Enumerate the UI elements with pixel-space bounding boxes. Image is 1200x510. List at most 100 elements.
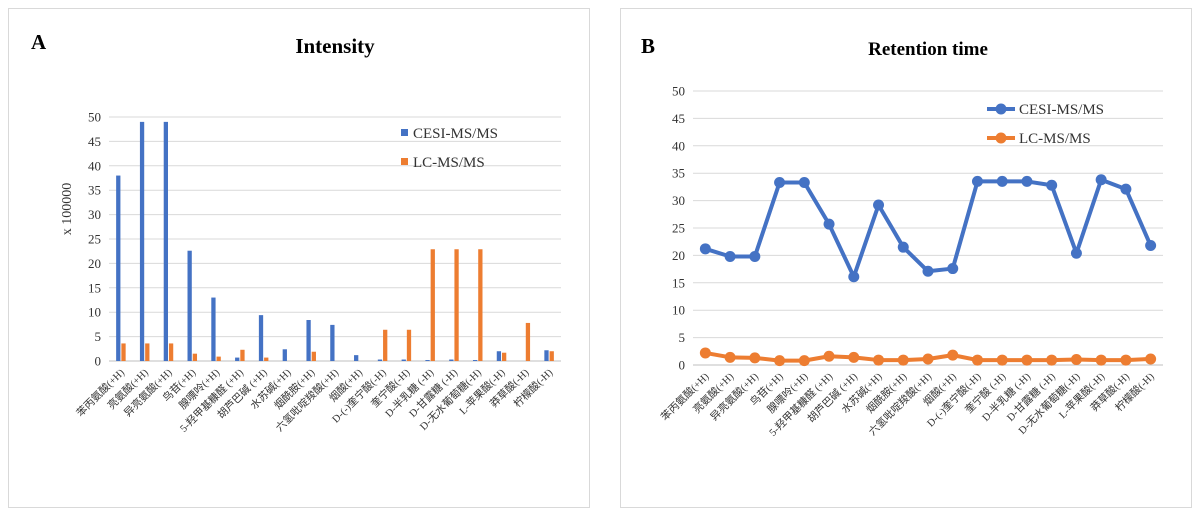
data-point-cesi xyxy=(873,199,885,211)
data-point-lc xyxy=(699,347,711,359)
bar-lc xyxy=(502,352,507,361)
bar-cesi xyxy=(377,359,383,361)
bar-cesi xyxy=(187,250,192,361)
bar-lc xyxy=(549,351,554,361)
y-tick-label: 25 xyxy=(672,221,685,236)
chart-title: Intensity xyxy=(295,34,375,58)
data-point-cesi xyxy=(1021,175,1033,187)
data-point-cesi xyxy=(724,250,736,262)
data-point-lc xyxy=(749,352,761,364)
bar-cesi xyxy=(354,355,359,361)
bar-cesi xyxy=(306,320,311,361)
legend-label: LC-MS/MS xyxy=(1019,131,1091,147)
legend-swatch xyxy=(401,158,408,165)
bar-lc xyxy=(216,356,221,361)
y-tick-label: 45 xyxy=(672,111,685,126)
bar-cesi xyxy=(163,121,168,361)
data-point-lc xyxy=(1046,354,1058,366)
y-tick-label: 10 xyxy=(88,305,101,320)
data-point-cesi xyxy=(1070,247,1082,259)
y-tick-label: 5 xyxy=(95,329,102,344)
y-tick-label: 25 xyxy=(88,232,101,247)
bar-lc xyxy=(145,343,150,361)
data-point-cesi xyxy=(823,218,835,230)
data-point-lc xyxy=(1095,354,1107,366)
chart-panel-b: B Retention time 0 5 10 15 20 25 30 35 40 45 50 苯丙氨酸(… xyxy=(620,8,1192,508)
bar-lc xyxy=(121,343,126,361)
bar-lc xyxy=(383,329,388,361)
bar-lc xyxy=(430,249,435,361)
bar-cesi xyxy=(544,350,549,361)
data-point-cesi xyxy=(1120,183,1132,195)
data-point-cesi xyxy=(1046,179,1058,191)
y-tick-label: 35 xyxy=(672,166,685,181)
bar-lc xyxy=(192,353,198,361)
bar-lc xyxy=(478,249,483,361)
data-point-lc xyxy=(947,349,959,361)
data-point-lc xyxy=(1120,354,1132,366)
y-tick-label: 40 xyxy=(672,138,685,153)
y-tick-label: 30 xyxy=(672,193,685,208)
y-tick-label: 10 xyxy=(672,303,685,318)
y-tick-label: 15 xyxy=(88,280,101,295)
data-point-cesi xyxy=(922,265,934,277)
data-point-cesi xyxy=(897,241,909,253)
data-point-lc xyxy=(848,351,860,363)
bar-lc xyxy=(240,349,245,361)
bar-cesi xyxy=(116,175,121,361)
bar-cesi xyxy=(472,360,478,361)
data-point-lc xyxy=(1145,353,1157,365)
legend-label: LC-MS/MS xyxy=(413,155,485,171)
y-tick-label: 20 xyxy=(672,248,685,263)
data-point-lc xyxy=(971,354,983,366)
legend-swatch xyxy=(401,129,408,136)
bar-lc xyxy=(406,329,412,361)
bar-lc xyxy=(264,357,269,361)
data-point-cesi xyxy=(1095,174,1107,186)
chart-panel-a: A Intensity x 100000 0 5 10 15 20 25 30 35 40 45 50 苯丙… xyxy=(8,8,590,508)
y-tick-label: 15 xyxy=(672,275,685,290)
data-point-cesi xyxy=(749,250,761,262)
bar-lc xyxy=(311,351,316,361)
data-point-cesi xyxy=(971,175,983,187)
panel-letter: A xyxy=(31,30,47,54)
bar-cesi xyxy=(211,297,216,361)
data-point-lc xyxy=(922,353,934,365)
y-tick-label: 50 xyxy=(672,84,685,99)
bar-cesi xyxy=(401,359,406,361)
bar-cesi xyxy=(139,121,145,361)
data-point-cesi xyxy=(1145,240,1157,252)
y-tick-label: 35 xyxy=(88,183,101,198)
data-point-cesi xyxy=(699,243,711,255)
y-tick-label: 0 xyxy=(95,354,102,369)
bar-cesi xyxy=(425,360,430,361)
data-point-lc xyxy=(774,355,786,367)
data-point-cesi xyxy=(774,177,786,189)
chart-title: Retention time xyxy=(868,39,988,60)
bar-cesi xyxy=(449,359,454,361)
legend-swatch-marker xyxy=(995,103,1007,115)
data-point-lc xyxy=(873,354,885,366)
data-point-lc xyxy=(724,351,736,363)
bar-cesi xyxy=(235,357,240,361)
data-point-cesi xyxy=(848,271,860,283)
y-tick-label: 50 xyxy=(88,110,101,125)
y-tick-label: 45 xyxy=(88,134,101,149)
bar-cesi xyxy=(258,315,264,361)
y-tick-label: 30 xyxy=(88,207,101,222)
data-point-lc xyxy=(996,354,1008,366)
y-axis-label: x 100000 xyxy=(60,183,75,236)
bar-lc xyxy=(454,249,459,361)
bar-cesi xyxy=(282,349,287,361)
panel-letter: B xyxy=(641,34,655,58)
data-point-lc xyxy=(1070,354,1082,366)
legend-swatch-marker xyxy=(995,132,1007,144)
y-tick-label: 5 xyxy=(679,330,686,345)
bar-lc xyxy=(168,343,174,361)
retention-time-line-chart: B Retention time05101520253035404550苯丙氨酸(… xyxy=(641,34,1163,439)
bar-cesi xyxy=(496,351,502,361)
bar-cesi xyxy=(330,324,335,361)
data-point-cesi xyxy=(996,175,1008,187)
y-tick-label: 40 xyxy=(88,158,101,173)
